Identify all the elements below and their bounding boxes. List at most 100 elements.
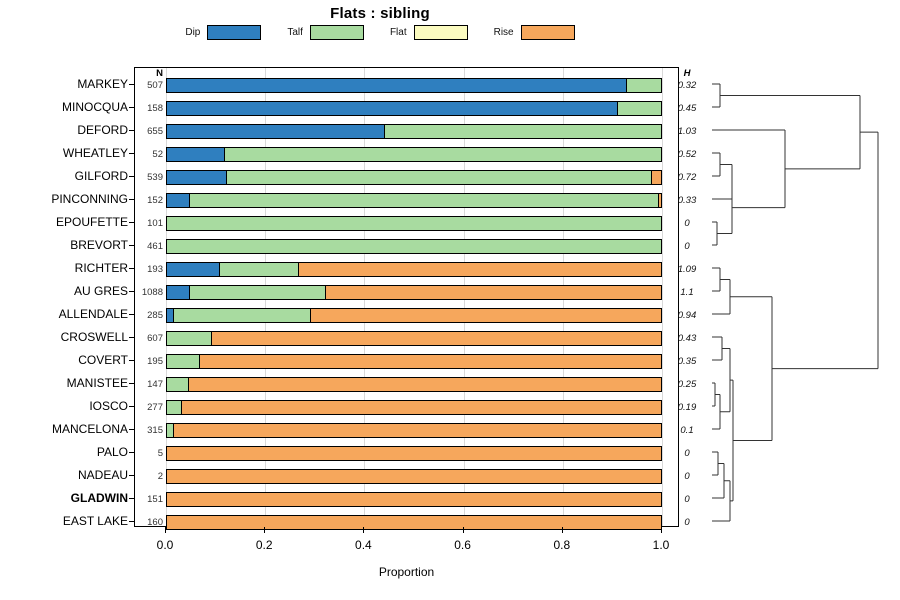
y-axis-label-pinconning: PINCONNING xyxy=(51,192,128,206)
legend-item-talf: Talf xyxy=(287,25,364,40)
bar-segment-dip[interactable] xyxy=(167,263,219,276)
bar-segment-talf[interactable] xyxy=(384,125,661,138)
page-title: Flats : sibling xyxy=(330,5,430,22)
n-value: 285 xyxy=(147,310,163,321)
bar-segment-rise[interactable] xyxy=(167,447,661,460)
stacked-bar[interactable] xyxy=(166,308,662,323)
bar-segment-dip[interactable] xyxy=(167,286,190,299)
bar-segment-talf[interactable] xyxy=(167,424,173,437)
legend: Dip Talf Flat Rise xyxy=(0,25,760,40)
bar-segment-rise[interactable] xyxy=(187,378,661,391)
y-axis-tick xyxy=(129,337,134,338)
bar-segment-talf[interactable] xyxy=(172,309,311,322)
bar-row: 461 0 xyxy=(135,235,690,258)
stacked-bar[interactable] xyxy=(166,377,662,392)
bar-segment-dip[interactable] xyxy=(167,194,190,207)
n-value: 160 xyxy=(147,517,163,528)
stacked-bar[interactable] xyxy=(166,78,662,93)
stacked-bar[interactable] xyxy=(166,285,662,300)
bar-segment-talf[interactable] xyxy=(189,194,658,207)
y-axis-label-wheatley: WHEATLEY xyxy=(62,146,128,160)
bar-segment-dip[interactable] xyxy=(167,102,617,115)
stacked-bar[interactable] xyxy=(166,492,662,507)
x-axis-tick-label: 0.2 xyxy=(255,538,273,552)
legend-label: Dip xyxy=(185,27,201,38)
stacked-bar[interactable] xyxy=(166,423,662,438)
n-value: 277 xyxy=(147,402,163,413)
bar-segment-dip[interactable] xyxy=(167,148,224,161)
y-axis-tick xyxy=(129,429,134,430)
stacked-bar[interactable] xyxy=(166,262,662,277)
n-value: 507 xyxy=(147,80,163,91)
bar-segment-talf[interactable] xyxy=(626,79,661,92)
y-axis-tick xyxy=(129,498,134,499)
x-axis-tick xyxy=(363,527,365,533)
bar-segment-rise[interactable] xyxy=(167,516,661,529)
stacked-bar[interactable] xyxy=(166,239,662,254)
y-axis-label-richter: RICHTER xyxy=(74,261,128,275)
bar-row: 160 0 xyxy=(135,511,690,534)
y-axis-label-croswell: CROSWELL xyxy=(60,330,128,344)
bar-segment-rise[interactable] xyxy=(651,171,661,184)
y-axis-tick xyxy=(129,521,134,522)
bar-segment-rise[interactable] xyxy=(310,309,661,322)
stacked-bar[interactable] xyxy=(166,469,662,484)
stacked-bar[interactable] xyxy=(166,101,662,116)
h-value: 0.32 xyxy=(677,80,697,91)
stacked-bar[interactable] xyxy=(166,170,662,185)
bar-segment-rise[interactable] xyxy=(297,263,661,276)
n-value: 193 xyxy=(147,264,163,275)
h-value: 0 xyxy=(684,241,690,252)
stacked-bar[interactable] xyxy=(166,515,662,530)
bar-row: 193 1.09 xyxy=(135,258,696,281)
bar-segment-dip[interactable] xyxy=(167,309,173,322)
bar-segment-talf[interactable] xyxy=(167,240,661,253)
bar-segment-dip[interactable] xyxy=(167,125,385,138)
bar-segment-talf[interactable] xyxy=(167,355,200,368)
stacked-bar[interactable] xyxy=(166,331,662,346)
n-value: 655 xyxy=(147,126,163,137)
x-axis-tick xyxy=(661,527,662,533)
stacked-bar[interactable] xyxy=(166,400,662,415)
bar-row: 655 1.03 xyxy=(135,120,696,143)
bar-row: 607 0.43 xyxy=(135,327,696,350)
bar-segment-talf[interactable] xyxy=(223,148,661,161)
h-value: 0.35 xyxy=(677,356,697,367)
bar-segment-talf[interactable] xyxy=(167,401,181,414)
bar-segment-dip[interactable] xyxy=(167,171,227,184)
bar-segment-rise[interactable] xyxy=(167,493,661,506)
legend-swatch xyxy=(520,25,575,40)
bar-row: 507 0.32 xyxy=(135,74,696,97)
bar-segment-talf[interactable] xyxy=(616,102,661,115)
stacked-bar[interactable] xyxy=(166,193,662,208)
bar-segment-talf[interactable] xyxy=(167,378,188,391)
bar-segment-rise[interactable] xyxy=(325,286,661,299)
bar-segment-rise[interactable] xyxy=(180,401,661,414)
n-value: 461 xyxy=(147,241,163,252)
bar-segment-rise[interactable] xyxy=(657,194,661,207)
bar-segment-rise[interactable] xyxy=(211,332,661,345)
y-axis-label-gladwin: GLADWIN xyxy=(70,491,128,505)
bar-segment-rise[interactable] xyxy=(172,424,661,437)
stacked-bar[interactable] xyxy=(166,446,662,461)
stacked-bar[interactable] xyxy=(166,147,662,162)
stacked-bar[interactable] xyxy=(166,124,662,139)
bar-segment-talf[interactable] xyxy=(218,263,298,276)
h-value: 0.25 xyxy=(677,379,697,390)
h-value: 0.52 xyxy=(677,149,697,160)
stacked-bar[interactable] xyxy=(166,354,662,369)
n-value: 158 xyxy=(147,103,163,114)
y-axis-label-allendale: ALLENDALE xyxy=(58,307,128,321)
stacked-bar[interactable] xyxy=(166,216,662,231)
bar-segment-rise[interactable] xyxy=(199,355,661,368)
bar-segment-dip[interactable] xyxy=(167,79,627,92)
n-value: 2 xyxy=(157,471,163,482)
bar-segment-rise[interactable] xyxy=(167,470,661,483)
y-axis-label-au-gres: AU GRES xyxy=(73,284,128,298)
bar-segment-talf[interactable] xyxy=(226,171,652,184)
bar-segment-talf[interactable] xyxy=(167,332,212,345)
y-axis-label-minocqua: MINOCQUA xyxy=(62,100,128,114)
bar-segment-talf[interactable] xyxy=(167,217,661,230)
bar-segment-talf[interactable] xyxy=(189,286,326,299)
